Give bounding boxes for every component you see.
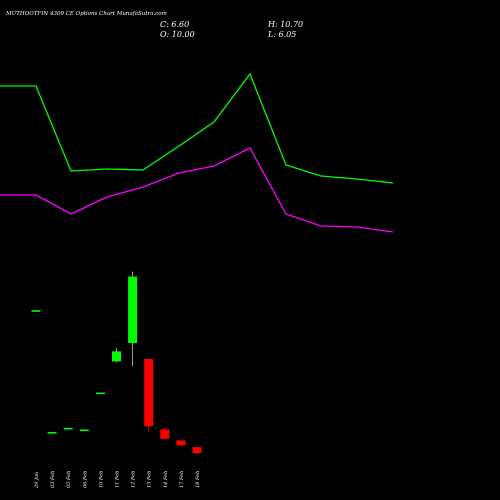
x-tick-label: 14 Feb: [163, 471, 169, 488]
x-axis-ticks: 29 Jan 03 Feb 05 Feb 06 Feb 10 Feb 11 Feb 12 F…: [34, 471, 201, 489]
candle-body: [63, 427, 73, 430]
candle-body: [128, 276, 138, 343]
candle-body: [176, 440, 186, 446]
candle-body: [79, 429, 89, 432]
x-tick-label: 17 Feb: [179, 471, 185, 488]
indicator-lines: [0, 72, 394, 233]
candle: [192, 447, 202, 453]
candle: [128, 271, 138, 367]
candle: [176, 440, 186, 446]
candle-body: [160, 429, 170, 439]
x-tick-label: 06 Feb: [82, 471, 88, 488]
x-tick-label: 12 Feb: [131, 471, 137, 488]
x-tick-label: 13 Feb: [147, 471, 153, 488]
close-label: C: 6.60: [160, 20, 189, 29]
x-tick-label: 29 Jan: [34, 472, 40, 489]
candle: [47, 432, 57, 434]
candle-body: [47, 432, 57, 434]
chart-title: MUTHOOTFIN 4300 CE Options Chart MunafaS…: [5, 11, 167, 17]
x-tick-label: 18 Feb: [195, 471, 201, 488]
candle: [112, 348, 121, 363]
x-tick-label: 11 Feb: [115, 471, 121, 488]
candle: [31, 310, 41, 312]
indicator-line-2: [0, 147, 394, 233]
candle: [79, 429, 89, 432]
x-tick-label: 03 Feb: [50, 471, 56, 488]
candlesticks: [31, 271, 202, 453]
candle: [160, 427, 170, 439]
candle-body: [31, 310, 41, 312]
candle: [144, 358, 154, 432]
candle: [95, 392, 105, 395]
candle-body: [112, 351, 121, 362]
x-tick-label: 10 Feb: [98, 471, 104, 488]
low-label: L: 6.05: [267, 30, 296, 39]
open-label: O: 10.00: [160, 30, 195, 39]
high-label: H: 10.70: [267, 20, 303, 29]
indicator-line-1: [0, 72, 394, 184]
x-tick-label: 05 Feb: [66, 471, 72, 488]
candle-body: [192, 447, 202, 453]
candle-body: [95, 392, 105, 395]
candle-body: [144, 358, 154, 427]
candle: [63, 427, 73, 430]
